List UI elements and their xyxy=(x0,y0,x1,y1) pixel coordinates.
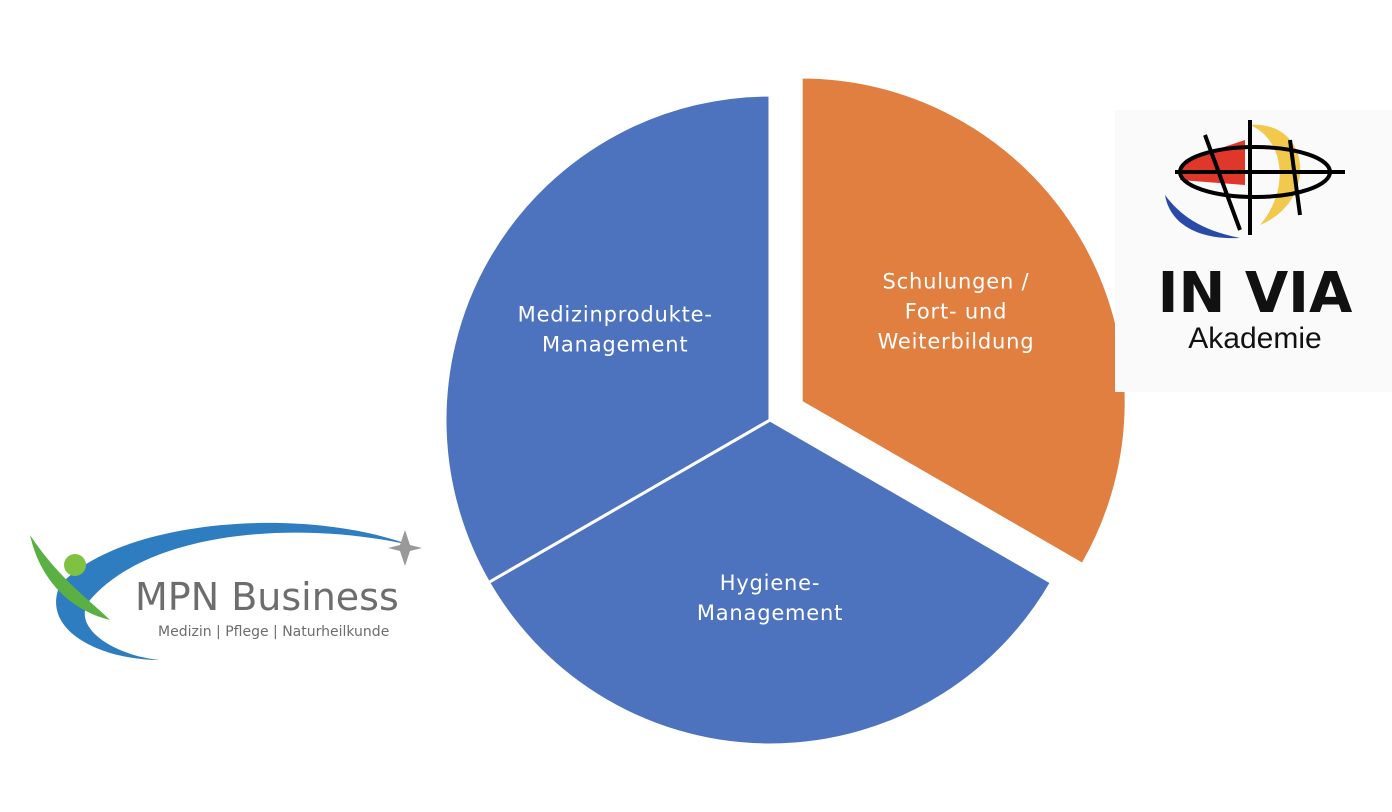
slice-label: Hygiene- xyxy=(720,571,821,595)
logo-shape xyxy=(1175,120,1345,235)
logo-star xyxy=(388,530,422,566)
pie xyxy=(443,75,1128,747)
pie-slice xyxy=(443,93,772,585)
mpn-logo: MPN Business Medizin | Pflege | Naturhei… xyxy=(30,522,422,660)
slice-label: Medizinprodukte- xyxy=(518,303,713,327)
logo-background xyxy=(1115,110,1392,392)
logo-name: MPN Business xyxy=(135,575,399,619)
logo-name: IN VIA xyxy=(1158,261,1353,326)
invia-logo: IN VIA Akademie xyxy=(1115,110,1392,392)
slice-label: Weiterbildung xyxy=(878,330,1035,354)
slice-label: Management xyxy=(542,333,688,357)
pie-slice xyxy=(799,75,1128,567)
slice-label: Schulungen / xyxy=(883,270,1030,294)
slice-label: Management xyxy=(697,601,843,625)
logo-shape xyxy=(1165,195,1240,239)
logo-tagline: Medizin | Pflege | Naturheilkunde xyxy=(158,624,389,640)
slice-label: Fort- und xyxy=(905,300,1007,324)
logo-swoosh xyxy=(56,522,410,660)
logo-subtitle: Akademie xyxy=(1188,322,1321,355)
logo-figure xyxy=(64,554,86,576)
